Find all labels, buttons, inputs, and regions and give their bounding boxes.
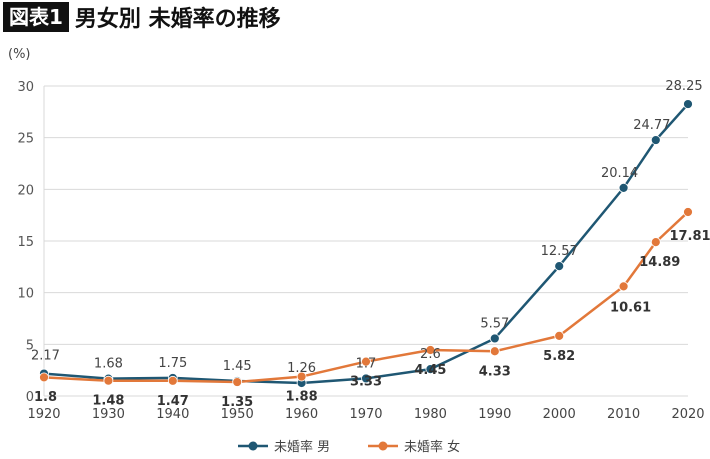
y-tick-label: 15 bbox=[17, 235, 34, 250]
chart-header: 図表1 男女別 未婚率の推移 bbox=[0, 0, 281, 34]
data-label-male: 1.45 bbox=[223, 359, 252, 374]
data-label-male: 2.6 bbox=[420, 347, 441, 362]
legend-label-male: 未婚率 男 bbox=[274, 439, 330, 455]
data-label-female: 1.8 bbox=[34, 390, 57, 405]
data-point-male bbox=[618, 182, 629, 193]
y-tick-label: 30 bbox=[17, 80, 34, 95]
data-point-female bbox=[650, 237, 661, 248]
data-point-female bbox=[425, 345, 436, 355]
y-tick-label: 20 bbox=[17, 183, 34, 198]
data-label-male: 2.17 bbox=[31, 349, 60, 364]
series-line-female bbox=[43, 211, 689, 384]
data-point-female bbox=[361, 356, 371, 367]
data-label-female: 14.89 bbox=[639, 255, 680, 270]
data-point-female bbox=[39, 372, 49, 383]
legend-marker-male bbox=[248, 441, 258, 451]
data-label-male: 20.14 bbox=[601, 166, 638, 181]
data-point-female bbox=[554, 330, 565, 341]
data-label-female: 10.61 bbox=[610, 300, 651, 315]
x-tick-label: 1950 bbox=[221, 407, 254, 422]
x-tick-label: 1980 bbox=[414, 407, 447, 422]
data-point-female bbox=[296, 371, 307, 382]
data-label-male: 1.26 bbox=[287, 361, 316, 376]
data-point-female bbox=[232, 377, 243, 387]
x-tick-label: 2000 bbox=[543, 407, 576, 422]
data-point-male bbox=[489, 333, 500, 344]
data-point-female bbox=[103, 375, 114, 386]
legend-label-female: 未婚率 女 bbox=[404, 439, 460, 455]
x-tick-label: 1940 bbox=[156, 407, 189, 422]
data-label-male: 5.57 bbox=[480, 316, 509, 331]
data-point-male bbox=[425, 364, 436, 375]
y-tick-label: 5 bbox=[26, 338, 34, 353]
data-label-male: 1.68 bbox=[94, 357, 123, 372]
x-tick-label: 1970 bbox=[349, 407, 382, 422]
data-point-male bbox=[683, 99, 693, 109]
data-label-female: 1.47 bbox=[157, 394, 189, 409]
data-point-female bbox=[489, 346, 500, 357]
data-point-male bbox=[650, 135, 661, 145]
y-axis-label: (%) bbox=[8, 47, 31, 62]
data-label-male: 1.7 bbox=[356, 356, 377, 371]
series-line-male bbox=[43, 103, 689, 385]
data-label-male: 12.57 bbox=[541, 244, 578, 259]
data-point-female bbox=[618, 281, 629, 292]
y-tick-label: 0 bbox=[26, 390, 34, 405]
x-tick-label: 2020 bbox=[671, 407, 704, 422]
y-tick-label: 10 bbox=[17, 287, 34, 302]
x-tick-label: 1960 bbox=[285, 407, 318, 422]
x-tick-label: 1930 bbox=[92, 407, 125, 422]
data-point-female bbox=[683, 207, 693, 217]
figure-badge: 図表1 bbox=[3, 2, 69, 32]
data-label-female: 4.33 bbox=[479, 364, 511, 379]
data-label-male: 1.75 bbox=[158, 356, 187, 371]
data-point-male bbox=[361, 373, 371, 384]
data-label-female: 3.33 bbox=[350, 375, 382, 390]
y-tick-label: 25 bbox=[17, 132, 34, 147]
data-label-female: 1.48 bbox=[92, 394, 124, 409]
chart-title: 男女別 未婚率の推移 bbox=[74, 7, 281, 32]
data-point-male bbox=[554, 261, 565, 272]
x-tick-label: 1990 bbox=[478, 407, 511, 422]
data-label-female: 5.82 bbox=[543, 349, 575, 364]
data-point-female bbox=[167, 375, 178, 386]
legend-marker-female bbox=[378, 441, 388, 451]
data-label-female: 17.81 bbox=[669, 229, 710, 244]
data-label-female: 1.35 bbox=[221, 395, 253, 410]
data-label-female: 1.88 bbox=[286, 390, 318, 405]
data-label-male: 28.25 bbox=[665, 79, 702, 94]
x-tick-label: 2010 bbox=[607, 407, 640, 422]
x-tick-label: 1920 bbox=[27, 407, 60, 422]
data-label-female: 4.45 bbox=[414, 363, 446, 378]
data-label-male: 24.77 bbox=[633, 118, 670, 133]
